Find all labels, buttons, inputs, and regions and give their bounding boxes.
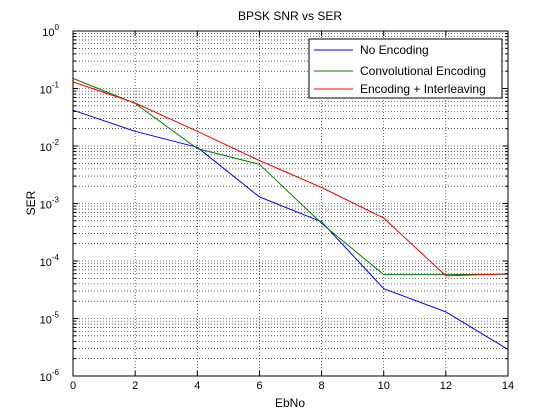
legend-label-convolutional-encoding: Convolutional Encoding (360, 64, 486, 78)
x-axis-label: EbNo (275, 396, 305, 410)
chart-title: BPSK SNR vs SER (238, 9, 342, 23)
x-tick-label: 10 (378, 380, 390, 392)
legend-label-encoding-interleaving: Encoding + Interleaving (360, 82, 486, 96)
x-tick-label: 8 (319, 380, 325, 392)
x-tick-label: 14 (502, 380, 514, 392)
x-tick-label: 4 (194, 380, 200, 392)
x-tick-label: 12 (440, 380, 452, 392)
legend: No Encoding Convolutional Encoding Encod… (309, 39, 502, 98)
y-axis-label: SER (24, 190, 38, 215)
x-tick-label: 2 (132, 380, 138, 392)
legend-label-no-encoding: No Encoding (360, 43, 429, 57)
x-tick-label: 6 (256, 380, 262, 392)
x-tick-label: 0 (70, 380, 76, 392)
